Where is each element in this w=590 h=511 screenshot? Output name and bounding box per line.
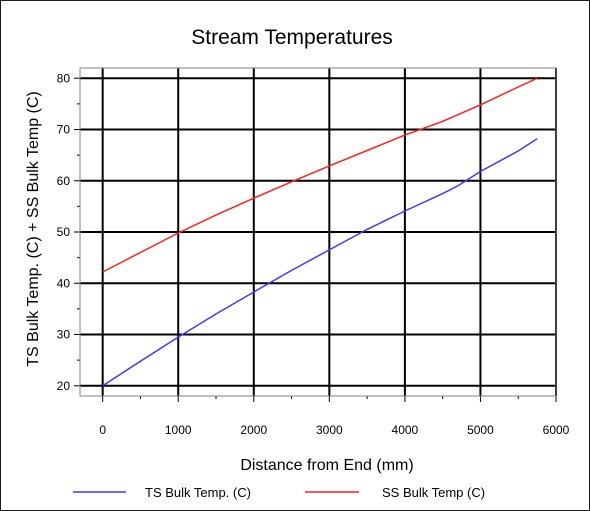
x-tick-label: 4000 <box>392 423 419 437</box>
y-tick-label: 50 <box>57 225 71 239</box>
y-tick-label: 30 <box>57 328 71 342</box>
y-tick-label: 80 <box>57 71 71 85</box>
series-line-ss-bulk-temp <box>102 77 538 273</box>
y-tick-label: 20 <box>57 379 71 393</box>
legend: TS Bulk Temp. (C) SS Bulk Temp (C) <box>73 485 485 500</box>
chart-title: Stream Temperatures <box>191 26 393 49</box>
y-tick-label: 60 <box>57 174 71 188</box>
legend-label: SS Bulk Temp (C) <box>382 485 485 500</box>
x-tick-label: 2000 <box>240 423 267 437</box>
grid <box>80 68 557 396</box>
y-axis-title: TS Bulk Temp. (C) + SS Bulk Temp (C) <box>25 91 42 366</box>
x-tick-label: 1000 <box>165 423 192 437</box>
x-tick-label: 3000 <box>316 423 343 437</box>
plot-area <box>79 67 557 397</box>
axis-ticks: 0 1000 2000 3000 4000 5000 6000 20 30 40 50 60 70 80 <box>57 71 570 437</box>
series-lines <box>102 77 538 387</box>
x-tick-label: 0 <box>99 423 106 437</box>
series-line-ts-bulk-temp <box>102 138 538 387</box>
x-tick-label: 5000 <box>467 423 494 437</box>
x-axis-title: Distance from End (mm) <box>240 457 413 474</box>
y-tick-label: 70 <box>57 123 71 137</box>
y-tick-label: 40 <box>57 276 71 290</box>
x-tick-label: 6000 <box>543 423 570 437</box>
legend-label: TS Bulk Temp. (C) <box>145 485 251 500</box>
